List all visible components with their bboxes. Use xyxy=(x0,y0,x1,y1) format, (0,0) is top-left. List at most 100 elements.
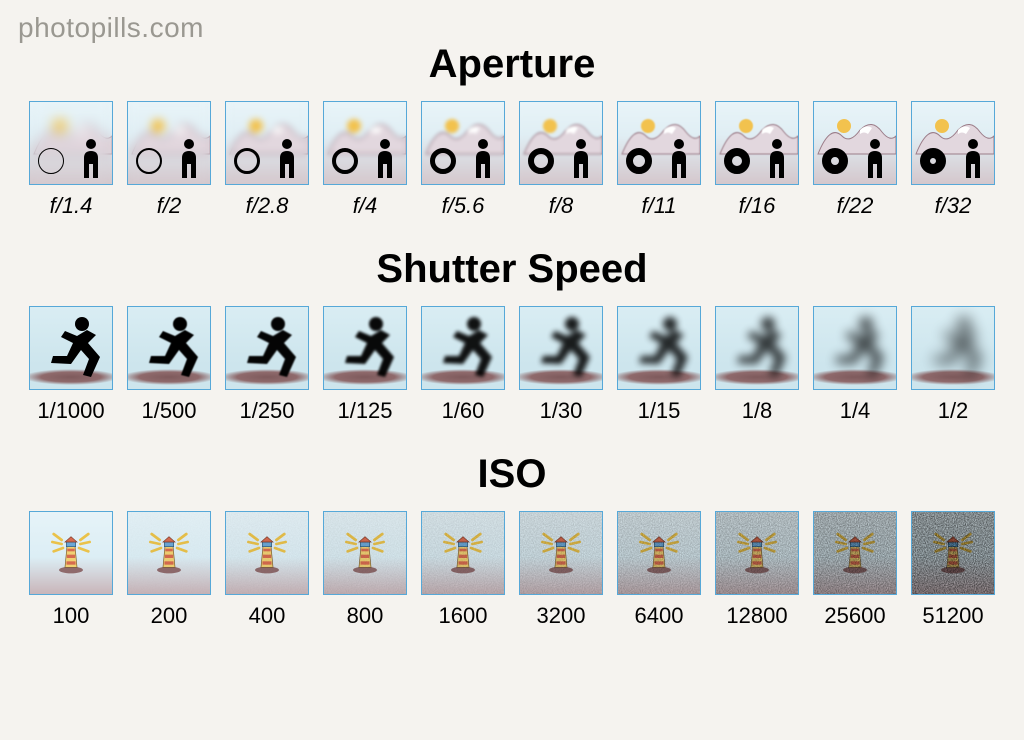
iso-cell: 12800 xyxy=(715,511,799,629)
runner-icon xyxy=(328,313,404,385)
shutter-label: 1/8 xyxy=(715,398,799,424)
iso-tile xyxy=(29,511,113,595)
shutter-cell: 1/500 xyxy=(127,306,211,424)
iso-cell: 100 xyxy=(29,511,113,629)
shutter-cell: 1/125 xyxy=(323,306,407,424)
iso-tile xyxy=(127,511,211,595)
lighthouse-icon xyxy=(149,520,189,584)
aperture-label: f/8 xyxy=(519,193,603,219)
shutter-tile xyxy=(29,306,113,390)
shutter-tile xyxy=(519,306,603,390)
aperture-cell: f/1.4 xyxy=(29,101,113,219)
aperture-cell: f/16 xyxy=(715,101,799,219)
aperture-label: f/4 xyxy=(323,193,407,219)
shutter-tile xyxy=(911,306,995,390)
shutter-cell: 1/30 xyxy=(519,306,603,424)
runner-icon xyxy=(426,313,502,385)
aperture-ring-icon xyxy=(822,148,848,174)
aperture-tile xyxy=(617,101,701,185)
person-icon xyxy=(864,138,886,178)
aperture-ring-icon xyxy=(724,148,750,174)
aperture-tile xyxy=(421,101,505,185)
lighthouse-icon xyxy=(933,520,973,584)
runner-icon xyxy=(524,313,600,385)
aperture-tile xyxy=(225,101,309,185)
aperture-label: f/32 xyxy=(911,193,995,219)
runner-icon xyxy=(818,313,894,385)
aperture-label: f/1.4 xyxy=(29,193,113,219)
shutter-title: Shutter Speed xyxy=(0,247,1024,292)
aperture-cell: f/4 xyxy=(323,101,407,219)
aperture-label: f/22 xyxy=(813,193,897,219)
shutter-label: 1/4 xyxy=(813,398,897,424)
iso-label: 1600 xyxy=(421,603,505,629)
iso-label: 100 xyxy=(29,603,113,629)
aperture-tile xyxy=(519,101,603,185)
iso-tile xyxy=(519,511,603,595)
chart-container: Aperture f/1.4 f/2 xyxy=(0,0,1024,629)
aperture-ring-icon xyxy=(626,148,652,174)
shutter-cell: 1/250 xyxy=(225,306,309,424)
lighthouse-icon xyxy=(835,520,875,584)
lighthouse-icon xyxy=(443,520,483,584)
shutter-row: 1/1000 1/500 1/250 xyxy=(0,306,1024,424)
runner-icon xyxy=(720,313,796,385)
lighthouse-icon xyxy=(541,520,581,584)
lighthouse-icon xyxy=(737,520,777,584)
shutter-cell: 1/1000 xyxy=(29,306,113,424)
shutter-label: 1/250 xyxy=(225,398,309,424)
iso-cell: 200 xyxy=(127,511,211,629)
aperture-label: f/2 xyxy=(127,193,211,219)
iso-cell: 400 xyxy=(225,511,309,629)
shutter-tile xyxy=(323,306,407,390)
aperture-cell: f/5.6 xyxy=(421,101,505,219)
shutter-tile xyxy=(421,306,505,390)
iso-row: 100 200 400 xyxy=(0,511,1024,629)
shutter-label: 1/30 xyxy=(519,398,603,424)
lighthouse-icon xyxy=(247,520,287,584)
shutter-cell: 1/8 xyxy=(715,306,799,424)
person-icon xyxy=(766,138,788,178)
shutter-label: 1/125 xyxy=(323,398,407,424)
person-icon xyxy=(374,138,396,178)
iso-tile xyxy=(911,511,995,595)
aperture-tile xyxy=(29,101,113,185)
shutter-label: 1/500 xyxy=(127,398,211,424)
shutter-section: Shutter Speed 1/1000 1/500 xyxy=(0,247,1024,424)
aperture-label: f/5.6 xyxy=(421,193,505,219)
aperture-cell: f/22 xyxy=(813,101,897,219)
shutter-label: 1/1000 xyxy=(29,398,113,424)
shutter-tile xyxy=(127,306,211,390)
person-icon xyxy=(178,138,200,178)
iso-tile xyxy=(225,511,309,595)
lighthouse-icon xyxy=(639,520,679,584)
shutter-cell: 1/4 xyxy=(813,306,897,424)
aperture-tile xyxy=(813,101,897,185)
aperture-tile xyxy=(127,101,211,185)
aperture-tile xyxy=(323,101,407,185)
aperture-tile xyxy=(715,101,799,185)
iso-label: 12800 xyxy=(715,603,799,629)
iso-tile xyxy=(421,511,505,595)
shutter-label: 1/15 xyxy=(617,398,701,424)
watermark-text: photopills.com xyxy=(18,12,204,44)
aperture-cell: f/11 xyxy=(617,101,701,219)
iso-title: ISO xyxy=(0,452,1024,497)
iso-label: 400 xyxy=(225,603,309,629)
iso-tile xyxy=(323,511,407,595)
iso-cell: 1600 xyxy=(421,511,505,629)
aperture-ring-icon xyxy=(332,148,358,174)
iso-cell: 3200 xyxy=(519,511,603,629)
shutter-cell: 1/60 xyxy=(421,306,505,424)
iso-label: 51200 xyxy=(911,603,995,629)
shutter-tile xyxy=(617,306,701,390)
runner-icon xyxy=(622,313,698,385)
lighthouse-icon xyxy=(345,520,385,584)
shutter-tile xyxy=(225,306,309,390)
aperture-cell: f/32 xyxy=(911,101,995,219)
shutter-cell: 1/15 xyxy=(617,306,701,424)
aperture-ring-icon xyxy=(920,148,946,174)
shutter-cell: 1/2 xyxy=(911,306,995,424)
person-icon xyxy=(276,138,298,178)
iso-label: 3200 xyxy=(519,603,603,629)
